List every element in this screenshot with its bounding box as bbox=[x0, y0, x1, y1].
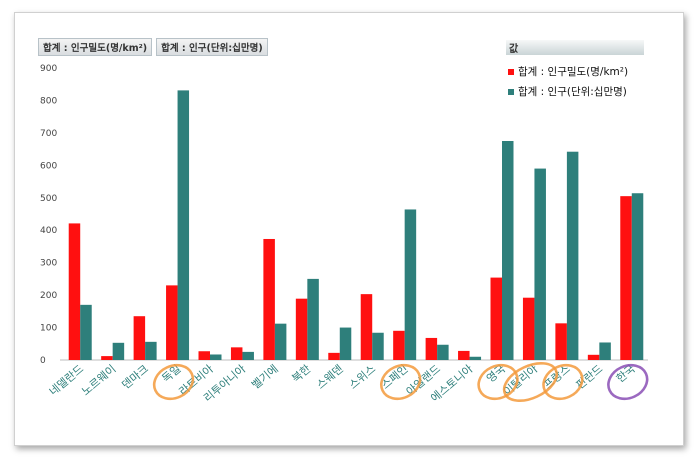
bar-population bbox=[502, 141, 514, 360]
legend-label-density: 합계 : 인구밀도(명/km²) bbox=[518, 66, 629, 78]
bar-density bbox=[360, 294, 373, 360]
field-tag-population[interactable]: 합계 : 인구(단위:십만명) bbox=[156, 38, 268, 56]
legend-title[interactable]: 값 bbox=[506, 40, 644, 55]
legend-item-population: 합계 : 인구(단위:십만명) bbox=[508, 84, 627, 99]
bar-density bbox=[522, 297, 535, 360]
y-tick-label: 100 bbox=[40, 324, 57, 334]
bar-density bbox=[166, 285, 178, 360]
bar-density bbox=[263, 238, 275, 360]
x-tick-label: 네델란드 bbox=[47, 362, 86, 398]
x-tick-label: 벨기에 bbox=[249, 362, 281, 391]
field-tag-density[interactable]: 합계 : 인구밀도(명/km²) bbox=[38, 38, 153, 56]
x-tick-label: 스위스 bbox=[347, 362, 379, 391]
bar-population bbox=[307, 278, 319, 360]
bar-population bbox=[631, 193, 644, 360]
y-tick-label: 800 bbox=[40, 96, 57, 106]
bar-population bbox=[177, 90, 190, 361]
x-tick-label: 스웨덴 bbox=[314, 362, 346, 391]
y-tick-label: 900 bbox=[40, 64, 57, 74]
bar-density bbox=[555, 323, 567, 360]
annotation-circle bbox=[380, 363, 422, 401]
bar-population bbox=[599, 342, 611, 360]
bar-population bbox=[242, 351, 254, 360]
bar-density bbox=[587, 354, 600, 360]
bar-density bbox=[230, 347, 243, 360]
bar-population bbox=[145, 341, 157, 360]
annotation-circle bbox=[502, 361, 559, 403]
annotation-circle bbox=[542, 363, 584, 401]
bar-density bbox=[295, 298, 308, 360]
bar-population bbox=[566, 151, 579, 360]
x-tick-label: 북한 bbox=[289, 362, 313, 385]
annotation-circle bbox=[152, 363, 195, 401]
bar-density bbox=[620, 196, 632, 360]
annotation-circle bbox=[477, 363, 519, 401]
y-tick-label: 0 bbox=[40, 356, 46, 366]
legend-label-population: 합계 : 인구(단위:십만명) bbox=[518, 86, 627, 98]
legend-swatch-population bbox=[508, 88, 514, 95]
y-tick-label: 700 bbox=[40, 129, 57, 139]
bar-density bbox=[68, 223, 81, 360]
bar-population bbox=[274, 323, 287, 360]
bar-population bbox=[437, 344, 449, 360]
bar-population bbox=[80, 304, 92, 360]
y-tick-label: 300 bbox=[40, 259, 57, 269]
annotation-circle bbox=[607, 363, 649, 401]
x-tick-label: 노르웨이 bbox=[79, 362, 118, 398]
bar-population bbox=[210, 354, 222, 360]
bar-population bbox=[339, 327, 352, 360]
bar-population bbox=[534, 168, 546, 360]
legend-swatch-density bbox=[508, 68, 514, 75]
y-tick-label: 500 bbox=[40, 194, 57, 204]
bar-population bbox=[372, 332, 384, 360]
legend-item-density: 합계 : 인구밀도(명/km²) bbox=[508, 64, 628, 79]
bar-population bbox=[404, 209, 417, 360]
bar-density bbox=[490, 277, 502, 360]
bar-population bbox=[469, 356, 482, 360]
bar-density bbox=[198, 351, 210, 360]
bar-density bbox=[101, 356, 113, 360]
pivot-field-bar: 합계 : 인구밀도(명/km²) 합계 : 인구(단위:십만명) bbox=[38, 38, 268, 56]
bar-density bbox=[133, 316, 146, 360]
x-tick-label: 덴마크 bbox=[119, 362, 151, 391]
bar-density bbox=[458, 350, 470, 360]
bar-population bbox=[112, 342, 125, 360]
y-tick-label: 600 bbox=[40, 161, 57, 171]
bar-density bbox=[425, 337, 438, 360]
bar-density bbox=[393, 330, 405, 360]
bar-density bbox=[328, 352, 340, 360]
y-tick-label: 200 bbox=[40, 291, 57, 301]
y-tick-label: 400 bbox=[40, 226, 57, 236]
